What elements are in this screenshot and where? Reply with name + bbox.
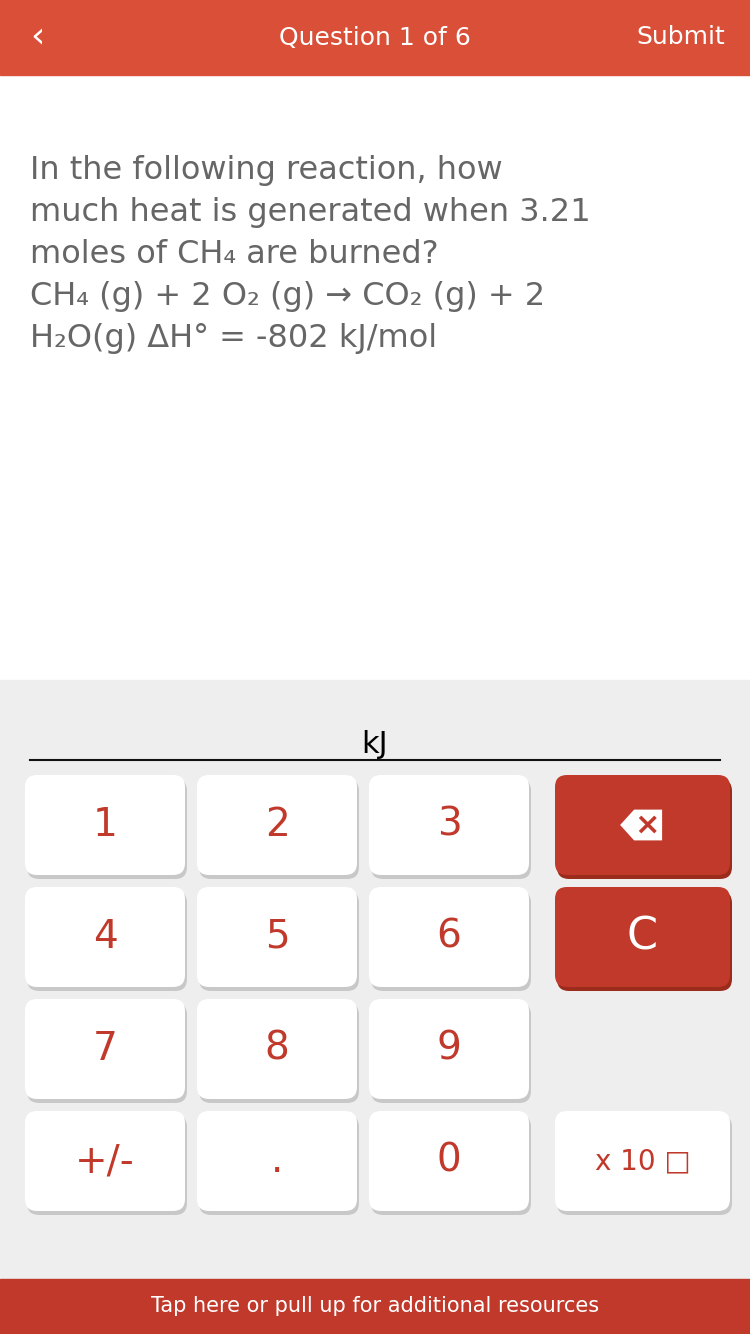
Text: Submit: Submit xyxy=(636,25,725,49)
Text: +/-: +/- xyxy=(75,1142,135,1181)
Bar xyxy=(0,1279,750,1334)
FancyBboxPatch shape xyxy=(555,1111,730,1211)
FancyBboxPatch shape xyxy=(199,891,359,991)
Bar xyxy=(0,680,750,1334)
FancyBboxPatch shape xyxy=(199,1003,359,1103)
Text: 0: 0 xyxy=(436,1142,461,1181)
Text: .: . xyxy=(271,1142,284,1181)
FancyBboxPatch shape xyxy=(27,891,187,991)
Text: 5: 5 xyxy=(265,918,290,956)
Text: ‹: ‹ xyxy=(30,20,44,55)
FancyBboxPatch shape xyxy=(25,999,185,1099)
FancyBboxPatch shape xyxy=(197,887,357,987)
Text: 7: 7 xyxy=(92,1030,118,1069)
Text: moles of CH₄ are burned?: moles of CH₄ are burned? xyxy=(30,239,439,269)
FancyBboxPatch shape xyxy=(197,775,357,875)
FancyBboxPatch shape xyxy=(557,891,732,991)
Text: 3: 3 xyxy=(436,806,461,844)
Text: C: C xyxy=(627,915,658,959)
FancyBboxPatch shape xyxy=(555,887,730,987)
FancyBboxPatch shape xyxy=(371,1115,531,1215)
Text: In the following reaction, how: In the following reaction, how xyxy=(30,155,502,185)
Text: 4: 4 xyxy=(93,918,117,956)
FancyBboxPatch shape xyxy=(369,775,529,875)
FancyBboxPatch shape xyxy=(25,1111,185,1211)
Text: 1: 1 xyxy=(92,806,118,844)
FancyBboxPatch shape xyxy=(197,999,357,1099)
Text: much heat is generated when 3.21: much heat is generated when 3.21 xyxy=(30,197,591,228)
FancyBboxPatch shape xyxy=(25,775,185,875)
Text: CH₄ (g) + 2 O₂ (g) → CO₂ (g) + 2: CH₄ (g) + 2 O₂ (g) → CO₂ (g) + 2 xyxy=(30,281,545,312)
Text: Question 1 of 6: Question 1 of 6 xyxy=(279,25,471,49)
Text: Tap here or pull up for additional resources: Tap here or pull up for additional resou… xyxy=(151,1297,599,1317)
Text: 8: 8 xyxy=(265,1030,290,1069)
FancyBboxPatch shape xyxy=(371,1003,531,1103)
FancyBboxPatch shape xyxy=(369,1111,529,1211)
Text: ×: × xyxy=(634,811,659,839)
FancyBboxPatch shape xyxy=(369,999,529,1099)
Text: x 10 □: x 10 □ xyxy=(595,1147,690,1175)
Bar xyxy=(0,0,750,75)
Text: H₂O(g) ΔH° = -802 kJ/mol: H₂O(g) ΔH° = -802 kJ/mol xyxy=(30,323,437,354)
FancyBboxPatch shape xyxy=(27,779,187,879)
FancyBboxPatch shape xyxy=(557,779,732,879)
Text: 2: 2 xyxy=(265,806,290,844)
FancyBboxPatch shape xyxy=(555,775,730,875)
FancyBboxPatch shape xyxy=(371,891,531,991)
FancyBboxPatch shape xyxy=(197,1111,357,1211)
FancyBboxPatch shape xyxy=(557,1115,732,1215)
Text: 6: 6 xyxy=(436,918,461,956)
Text: 9: 9 xyxy=(436,1030,461,1069)
FancyBboxPatch shape xyxy=(199,1115,359,1215)
Text: kJ: kJ xyxy=(362,730,388,759)
FancyBboxPatch shape xyxy=(371,779,531,879)
FancyBboxPatch shape xyxy=(25,887,185,987)
FancyBboxPatch shape xyxy=(199,779,359,879)
FancyBboxPatch shape xyxy=(369,887,529,987)
FancyBboxPatch shape xyxy=(27,1003,187,1103)
Polygon shape xyxy=(620,810,662,840)
FancyBboxPatch shape xyxy=(27,1115,187,1215)
